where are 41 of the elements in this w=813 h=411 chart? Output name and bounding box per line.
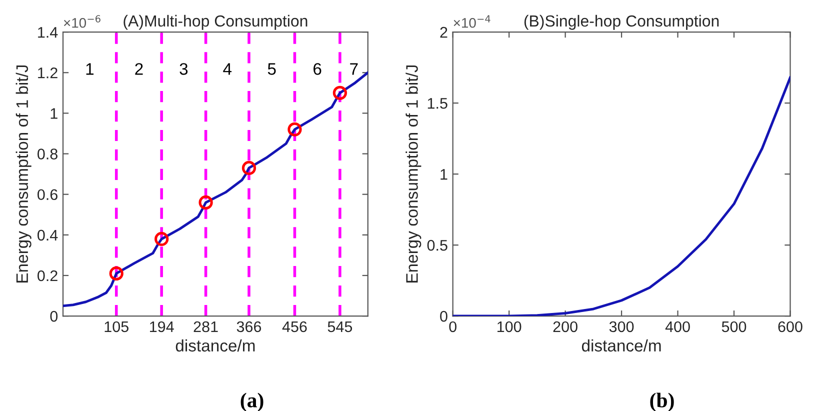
annotation: 2 bbox=[135, 63, 143, 75]
text: ×10$^{−6}$ bbox=[64, 15, 100, 28]
y-axis-title: Energy consumption of 1 bit/J bbox=[406, 66, 422, 282]
y-tick-label: 1 bbox=[440, 169, 448, 180]
x-tick-label: 281 bbox=[194, 321, 218, 332]
y-tick-label: 1.4 bbox=[38, 27, 58, 38]
x-tick-label: 194 bbox=[150, 321, 174, 332]
text: ×10$^{−4}$ bbox=[454, 15, 490, 28]
y-tick-label: 0.4 bbox=[38, 230, 58, 241]
y-tick-label: 2 bbox=[440, 26, 448, 38]
x-tick-label: 400 bbox=[665, 321, 690, 332]
annotation: 5 bbox=[268, 63, 276, 75]
x-tick-label: 500 bbox=[722, 321, 746, 332]
y-tick-label: 0 bbox=[440, 310, 448, 322]
annotation: 1 bbox=[86, 63, 94, 75]
x-tick-label: 200 bbox=[553, 321, 578, 332]
chart-title: (B)Single-hop Consumption bbox=[524, 14, 719, 30]
x-tick-label: 600 bbox=[778, 321, 802, 332]
x-tick-label: 545 bbox=[328, 321, 352, 332]
x-axis-title: distance/m bbox=[176, 339, 255, 352]
y-axis-title: Energy consumption of 1 bit/J bbox=[16, 66, 32, 282]
x-tick-label: 100 bbox=[497, 321, 522, 332]
x-tick-label: 300 bbox=[609, 321, 634, 332]
y-tick-label: 0.5 bbox=[427, 240, 448, 251]
y-tick-label: 1.5 bbox=[428, 98, 448, 109]
x-tick-label: 366 bbox=[236, 321, 262, 332]
annotation: 7 bbox=[350, 63, 358, 75]
y-tick-label: 0.8 bbox=[38, 148, 58, 160]
y-tick-label: 0.2 bbox=[38, 270, 58, 282]
annotation: 4 bbox=[223, 63, 232, 75]
y-tick-label: 1 bbox=[50, 108, 58, 119]
x-tick-label: 105 bbox=[104, 321, 128, 332]
x-tick-label: 456 bbox=[282, 321, 307, 332]
y-tick-label: 0 bbox=[50, 310, 58, 322]
x-tick-label: 0 bbox=[449, 321, 456, 332]
annotation: 3 bbox=[180, 63, 188, 75]
chart-title: (A)Multi-hop Consumption bbox=[124, 14, 308, 30]
y-tick-label: 1.2 bbox=[38, 67, 58, 78]
annotation: 6 bbox=[314, 63, 322, 75]
y-tick-label: 0.6 bbox=[38, 189, 58, 200]
x-axis-title: distance/m bbox=[582, 339, 661, 352]
